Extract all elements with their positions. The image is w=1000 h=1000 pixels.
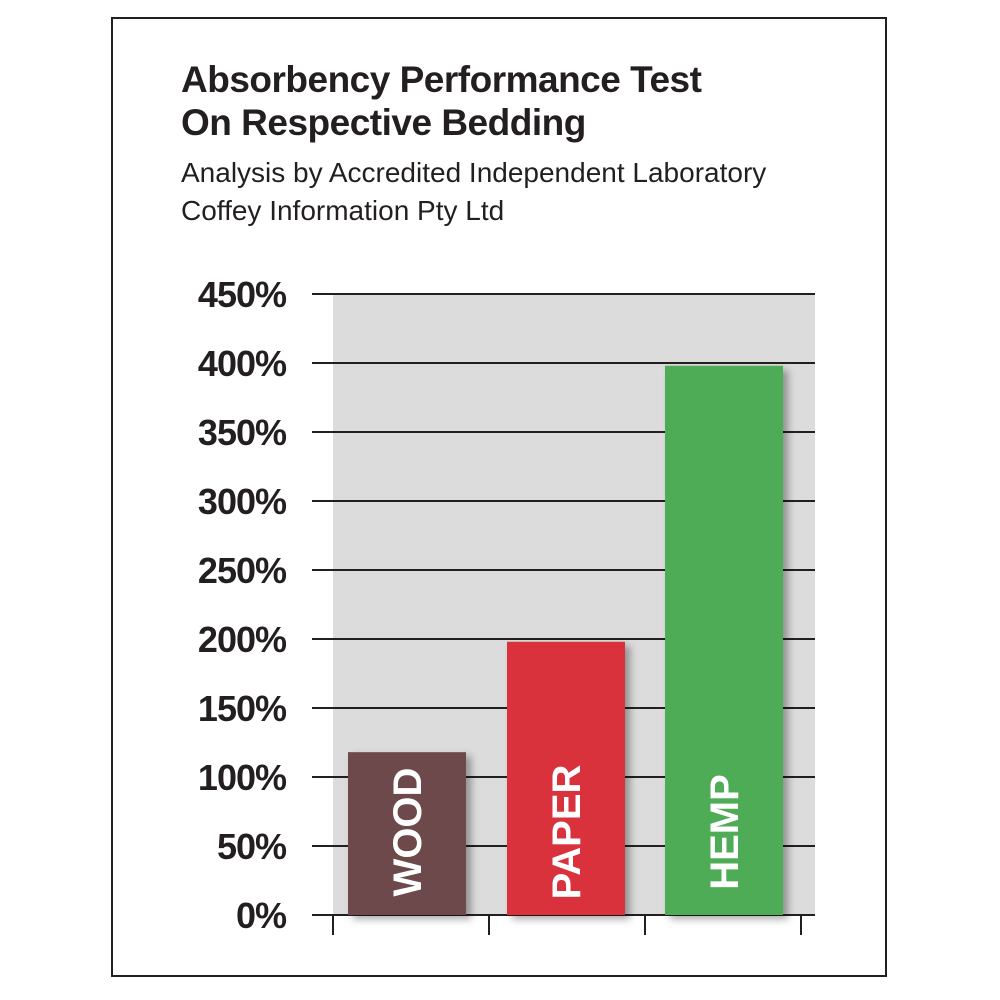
x-axis xyxy=(332,915,802,935)
y-tick-label: 450% xyxy=(198,274,287,315)
y-tick-label: 400% xyxy=(198,343,287,384)
chart-subtitle: Analysis by Accredited Independent Labor… xyxy=(181,154,871,230)
y-tick-label: 250% xyxy=(198,550,287,591)
chart-title-line-1: Absorbency Performance Test xyxy=(181,59,702,100)
chart-title-line-2: On Respective Bedding xyxy=(181,102,586,143)
chart-title: Absorbency Performance Test On Respectiv… xyxy=(181,58,861,144)
chart-subtitle-line-1: Analysis by Accredited Independent Labor… xyxy=(181,157,767,188)
bar-label-paper: PAPER xyxy=(545,764,589,899)
y-tick-label: 100% xyxy=(198,757,287,798)
chart-subtitle-line-2: Coffey Information Pty Ltd xyxy=(181,195,505,226)
y-tick-label: 0% xyxy=(236,895,287,936)
y-tick-label: 300% xyxy=(198,481,287,522)
bar-paper xyxy=(507,641,625,915)
y-tick-label: 350% xyxy=(198,412,287,453)
bars: WOOD PAPER HEMP xyxy=(348,365,783,915)
y-tick-label: 50% xyxy=(217,826,287,867)
bar-wood xyxy=(348,752,466,915)
bar-hemp xyxy=(665,365,783,915)
y-tick-label: 150% xyxy=(198,688,287,729)
bar-label-wood: WOOD xyxy=(386,768,430,897)
y-axis-ticks: 0% 50% 100% 150% 200% 250% 300% 350% 400% 450% xyxy=(198,274,288,936)
y-tick-label: 200% xyxy=(198,619,287,660)
bar-label-hemp: HEMP xyxy=(703,774,747,890)
